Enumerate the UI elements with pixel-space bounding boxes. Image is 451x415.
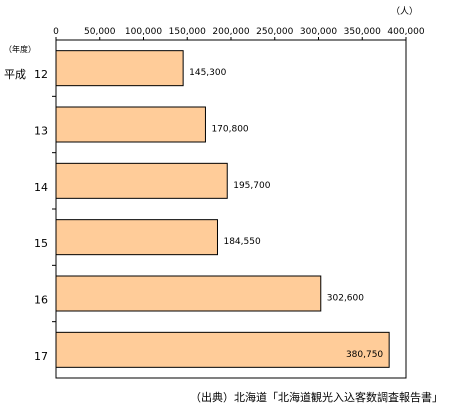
data-label: 170,800 [211,125,248,135]
x-tick-label: 100,000 [125,27,162,37]
data-label: 184,550 [223,237,260,247]
category-label: 16 [34,294,48,307]
x-tick-label: 350,000 [344,27,381,37]
x-tick-label: 400,000 [387,27,424,37]
category-label: 14 [34,181,48,194]
category-label: 13 [34,125,48,138]
bar [55,275,322,312]
source-note: （出典）北海道「北海道観光入込客数調査報告書」 [190,391,443,404]
x-tick-label: 50,000 [84,27,116,37]
bar [55,162,228,199]
data-label: 302,600 [327,294,364,304]
x-tick-label: 300,000 [300,27,337,37]
plot-frame [55,39,407,379]
x-tick-label: 0 [53,27,59,37]
y-axis: 平成 12 13 14 15 16 17 [4,68,56,363]
bar [55,219,218,256]
x-tick-label: 250,000 [256,27,293,37]
category-label: 15 [34,237,48,250]
data-label: 195,700 [233,181,270,191]
x-tick-label: 200,000 [212,27,249,37]
category-label: 12 [34,68,48,81]
year-header: （年度） [4,44,36,54]
data-label: 380,750 [346,350,383,360]
data-label: 145,300 [189,68,226,78]
bar [55,50,184,87]
era-prefix: 平成 [4,68,26,81]
unit-label: （人） [391,6,418,17]
bar [55,106,206,143]
category-label: 17 [34,350,48,363]
x-axis: 0 50,000 100,000 150,000 200,000 250,000 300,0… [53,27,425,40]
bars: 145,300 170,800 195,700 184,550 302,600 380,7… [55,50,390,368]
bar [55,331,390,368]
x-tick-label: 150,000 [169,27,206,37]
